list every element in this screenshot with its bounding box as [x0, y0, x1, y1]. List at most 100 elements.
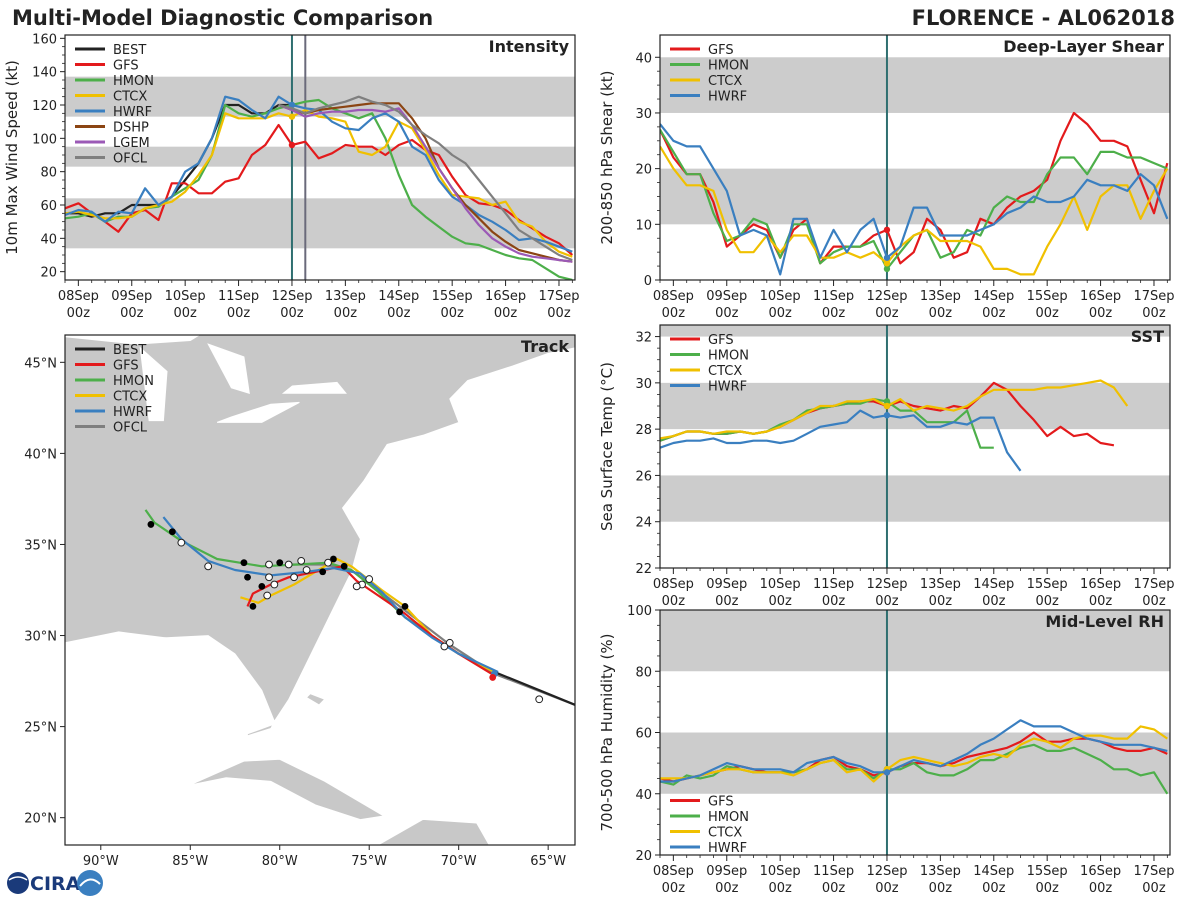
sst-xtick-date: 13Sep [920, 577, 961, 592]
shear-xtick-hour: 00z [1142, 306, 1166, 321]
shear-xtick-date: 09Sep [706, 289, 747, 304]
shear-xtick-hour: 00z [715, 306, 739, 321]
logo-swirl-icon [8, 876, 28, 881]
rh-ytick-label: 80 [635, 665, 652, 680]
intensity-series-ofcl [278, 95, 573, 262]
track-marker [352, 582, 361, 591]
rh-ytick-label: 60 [635, 727, 652, 742]
sst-legend-label-gfs: GFS [708, 333, 734, 348]
track-xtick-label: 70°W [441, 854, 477, 869]
track-lake-erie [216, 401, 300, 423]
rh-xtick-hour: 00z [875, 881, 899, 896]
shear-xtick-hour: 00z [1035, 306, 1059, 321]
intensity-xtick-hour: 00z [494, 306, 518, 321]
intensity-series-ctcx [65, 108, 573, 258]
intensity-ytick-label: 100 [32, 132, 57, 147]
track-bahamas [305, 693, 326, 706]
sst-xtick-date: 11Sep [813, 577, 854, 592]
rh-init-point [883, 769, 891, 776]
shear-xtick-date: 15Sep [1027, 289, 1068, 304]
track-marker [270, 580, 279, 589]
track-marker [258, 582, 266, 590]
track-line-hwrf [162, 516, 499, 673]
logo-text: CIRA [30, 873, 81, 895]
intensity-ytick-label: 160 [32, 32, 57, 47]
track-marker [284, 560, 293, 569]
intensity-xtick-date: 08Sep [58, 289, 99, 304]
intensity-xtick-hour: 00z [173, 306, 197, 321]
sst-xtick-hour: 00z [662, 594, 686, 609]
intensity-xtick-hour: 00z [280, 306, 304, 321]
shear-xtick-hour: 00z [662, 306, 686, 321]
track-ytick-label: 25°N [24, 721, 57, 736]
sst-title: SST [1131, 327, 1164, 346]
shear-xtick-hour: 00z [929, 306, 953, 321]
rh-xtick-date: 16Sep [1080, 864, 1121, 879]
track-xtick-label: 80°W [262, 854, 298, 869]
sst-series-hwrf [660, 409, 1022, 472]
track-marker [177, 538, 186, 547]
intensity-ytick-label: 20 [40, 266, 57, 281]
intensity-xtick-date: 09Sep [111, 289, 152, 304]
rh-xtick-date: 08Sep [653, 864, 694, 879]
sst-plot-area [660, 325, 1170, 568]
intensity-xtick-hour: 00z [67, 306, 91, 321]
shear-plot-area [660, 35, 1170, 280]
rh-xtick-date: 09Sep [706, 864, 747, 879]
rh-xtick-hour: 00z [982, 881, 1006, 896]
intensity-legend-label-hmon: HMON [113, 74, 154, 89]
shear-series-ctcx [660, 145, 1169, 276]
track-xtick-label: 90°W [83, 854, 119, 869]
track-marker [265, 573, 273, 582]
rh-xtick-hour: 00z [662, 881, 686, 896]
intensity-ytick-label: 120 [32, 99, 57, 114]
shear-init-point [883, 226, 891, 234]
rh-xtick-hour: 00z [768, 881, 792, 896]
shear-xtick-hour: 00z [822, 306, 846, 321]
shear-frame [659, 34, 1171, 281]
intensity-xtick-hour: 00z [120, 306, 144, 321]
intensity-xtick-hour: 00z [387, 306, 411, 321]
rh-legend-label-gfs: GFS [708, 795, 734, 810]
track-line-best [494, 670, 575, 706]
track-marker [396, 608, 404, 616]
track-ytick-label: 40°N [24, 447, 57, 462]
track-marker [263, 591, 272, 600]
track-marker [401, 602, 409, 610]
track-ytick-label: 30°N [24, 630, 57, 645]
track-lake-superior [65, 335, 201, 345]
track-legend-label-ofcl: OFCL [113, 421, 148, 436]
sst-band [660, 325, 1170, 337]
rh-panel: 20 40 60 80 100 08Sep 00z 09Sep 00z 10Sep 00z 11Sep… [598, 604, 1175, 896]
rh-xtick-hour: 00z [1035, 881, 1059, 896]
intensity-series-lgem [278, 103, 573, 263]
rh-plot-area [660, 610, 1170, 855]
shear-xtick-date: 13Sep [920, 289, 961, 304]
track-marker [330, 555, 337, 563]
intensity-xtick-date: 11Sep [218, 289, 259, 304]
sst-legend-label-hmon: HMON [708, 349, 749, 364]
rh-frame [659, 609, 1171, 856]
intensity-init-point [288, 101, 296, 109]
track-xtick-label: 65°W [530, 854, 566, 869]
intensity-plot-area [65, 35, 575, 280]
shear-init-point [883, 265, 891, 273]
sst-ytick-label: 30 [635, 377, 652, 392]
intensity-xtick-date: 16Sep [485, 289, 526, 304]
track-ytick-label: 35°N [24, 538, 57, 553]
intensity-series-best [65, 103, 292, 218]
shear-xtick-date: 17Sep [1133, 289, 1174, 304]
intensity-xtick-hour: 00z [227, 306, 251, 321]
track-marker [204, 562, 213, 571]
sst-ytick-label: 26 [635, 469, 652, 484]
track-hispaniola [377, 819, 490, 845]
sst-ytick-label: 24 [635, 516, 652, 531]
sst-ytick-label: 22 [635, 562, 652, 577]
track-xtick-label: 75°W [351, 854, 387, 869]
sst-panel: 22 24 26 28 30 32 08Sep 00z 09Sep 00z 10Sep 00z 11Se… [598, 324, 1175, 609]
